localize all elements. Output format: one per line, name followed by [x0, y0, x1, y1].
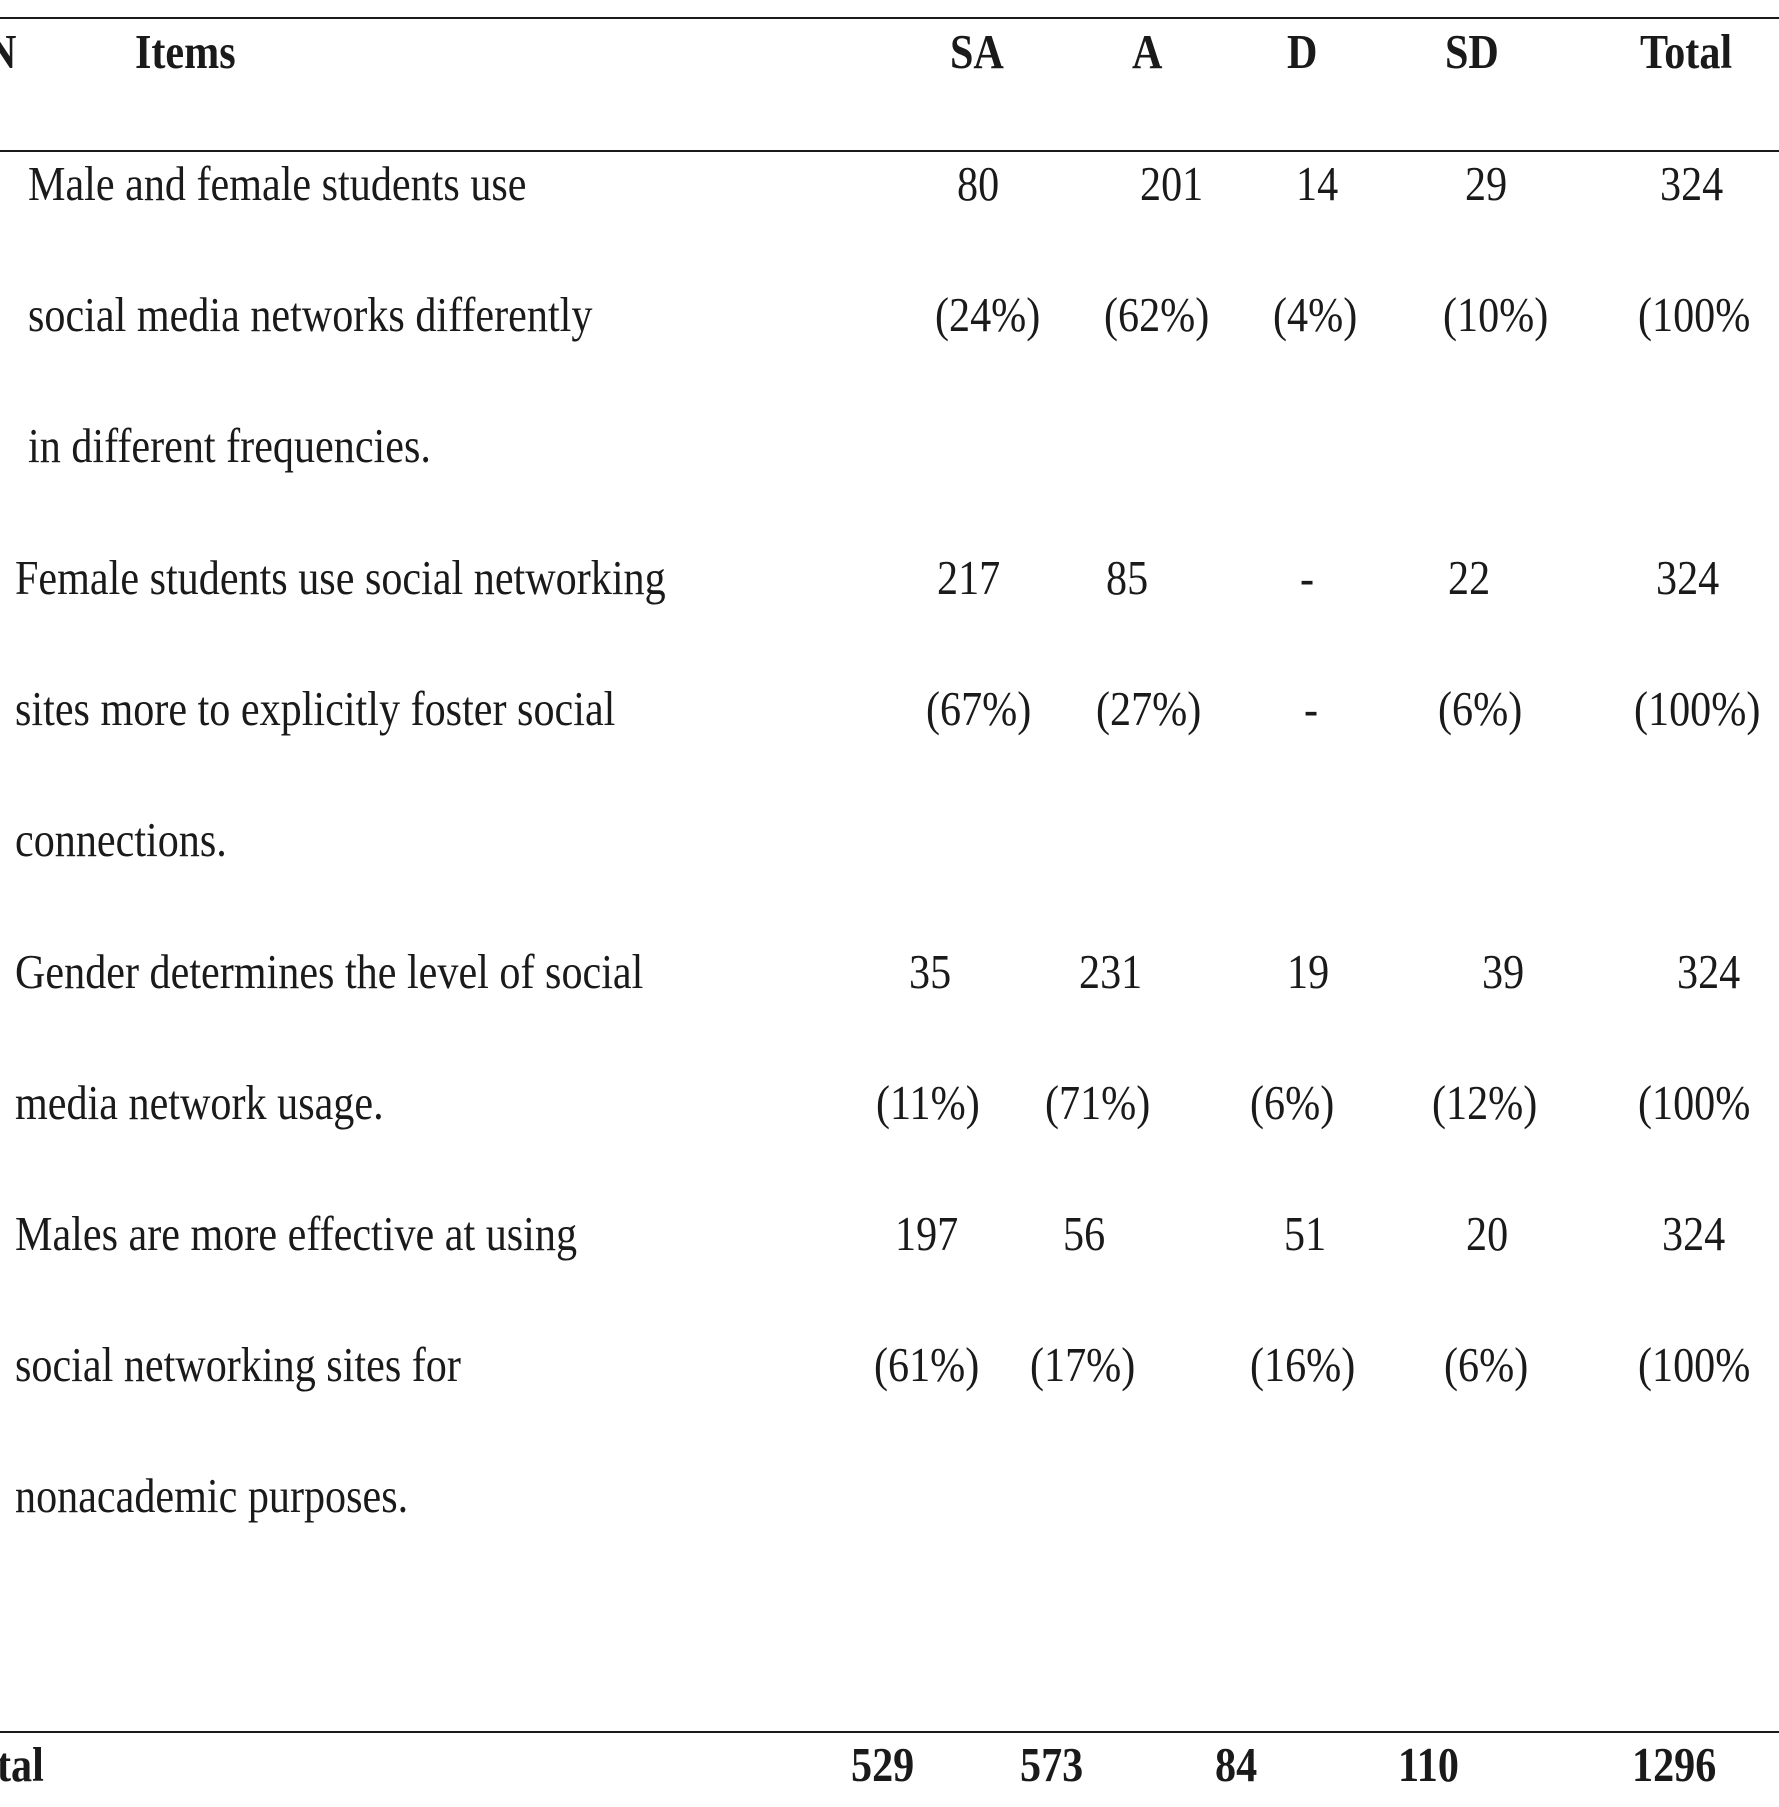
row-3-sd-count: 39 — [1482, 944, 1525, 999]
header-a: A — [1132, 24, 1163, 79]
row-4-sd-percent: (6%) — [1444, 1337, 1529, 1392]
row-1-sd-count: 29 — [1465, 156, 1508, 211]
row-2-d-percent: - — [1304, 681, 1319, 736]
row-2-a-count: 85 — [1106, 550, 1149, 605]
row-1-total-count: 324 — [1660, 156, 1724, 211]
header-sa: SA — [950, 24, 1004, 79]
totals-total: 1296 — [1632, 1737, 1717, 1792]
row-4-sa-percent: (61%) — [874, 1337, 980, 1392]
row-4-item-line-1: Males are more effective at using — [15, 1206, 578, 1261]
row-4-total-percent: (100% — [1638, 1337, 1751, 1392]
row-1-total-percent: (100% — [1638, 287, 1751, 342]
row-3-sd-percent: (12%) — [1432, 1075, 1538, 1130]
header-rule — [0, 150, 1779, 152]
row-1-sd-percent: (10%) — [1443, 287, 1549, 342]
row-4-item-line-2: social networking sites for — [15, 1337, 461, 1392]
row-3-total-count: 324 — [1677, 944, 1741, 999]
row-1-item-line-1: Male and female students use — [28, 156, 527, 211]
totals-a: 573 — [1020, 1737, 1084, 1792]
row-2-sa-count: 217 — [937, 550, 1001, 605]
row-3-sa-percent: (11%) — [876, 1075, 980, 1130]
row-3-sa-count: 35 — [909, 944, 952, 999]
row-4-d-count: 51 — [1284, 1206, 1327, 1261]
header-total: Total — [1640, 24, 1733, 79]
row-1-d-percent: (4%) — [1273, 287, 1358, 342]
row-3-item-line-1: Gender determines the level of social — [15, 944, 644, 999]
row-1-sa-percent: (24%) — [935, 287, 1041, 342]
totals-d: 84 — [1215, 1737, 1258, 1792]
row-1-d-count: 14 — [1296, 156, 1339, 211]
row-2-item-line-2: sites more to explicitly foster social — [15, 681, 616, 736]
header-sn: N — [0, 27, 16, 76]
row-2-sa-percent: (67%) — [926, 681, 1032, 736]
totals-sd: 110 — [1398, 1737, 1459, 1792]
row-1-a-count: 201 — [1140, 156, 1204, 211]
row-3-a-percent: (71%) — [1045, 1075, 1151, 1130]
row-1-sa-count: 80 — [957, 156, 1000, 211]
row-2-total-count: 324 — [1656, 550, 1720, 605]
totals-rule — [0, 1731, 1779, 1733]
row-4-sd-count: 20 — [1466, 1206, 1509, 1261]
row-4-d-percent: (16%) — [1250, 1337, 1356, 1392]
row-1-item-line-2: social media networks differently — [28, 287, 593, 342]
row-3-d-count: 19 — [1287, 944, 1330, 999]
row-2-sd-percent: (6%) — [1438, 681, 1523, 736]
row-3-item-line-2: media network usage. — [15, 1075, 384, 1130]
row-2-sd-count: 22 — [1448, 550, 1491, 605]
row-1-a-percent: (62%) — [1104, 287, 1210, 342]
header-sd: SD — [1445, 24, 1499, 79]
row-2-total-percent: (100%) — [1634, 681, 1761, 736]
row-4-a-percent: (17%) — [1030, 1337, 1136, 1392]
row-4-item-line-3: nonacademic purposes. — [15, 1468, 409, 1523]
row-3-d-percent: (6%) — [1250, 1075, 1335, 1130]
row-4-total-count: 324 — [1662, 1206, 1726, 1261]
top-rule — [0, 17, 1779, 19]
row-3-a-count: 231 — [1079, 944, 1143, 999]
row-2-d-count: - — [1300, 550, 1315, 605]
row-3-total-percent: (100% — [1638, 1075, 1751, 1130]
totals-sa: 529 — [851, 1737, 915, 1792]
row-2-a-percent: (27%) — [1096, 681, 1202, 736]
row-4-a-count: 56 — [1063, 1206, 1106, 1261]
header-items: Items — [135, 24, 236, 79]
row-4-sa-count: 197 — [895, 1206, 959, 1261]
totals-label: tal — [0, 1737, 44, 1792]
header-d: D — [1287, 24, 1318, 79]
row-1-item-line-3: in different frequencies. — [28, 418, 431, 473]
row-2-item-line-1: Female students use social networking — [15, 550, 666, 605]
row-2-item-line-3: connections. — [15, 812, 227, 867]
